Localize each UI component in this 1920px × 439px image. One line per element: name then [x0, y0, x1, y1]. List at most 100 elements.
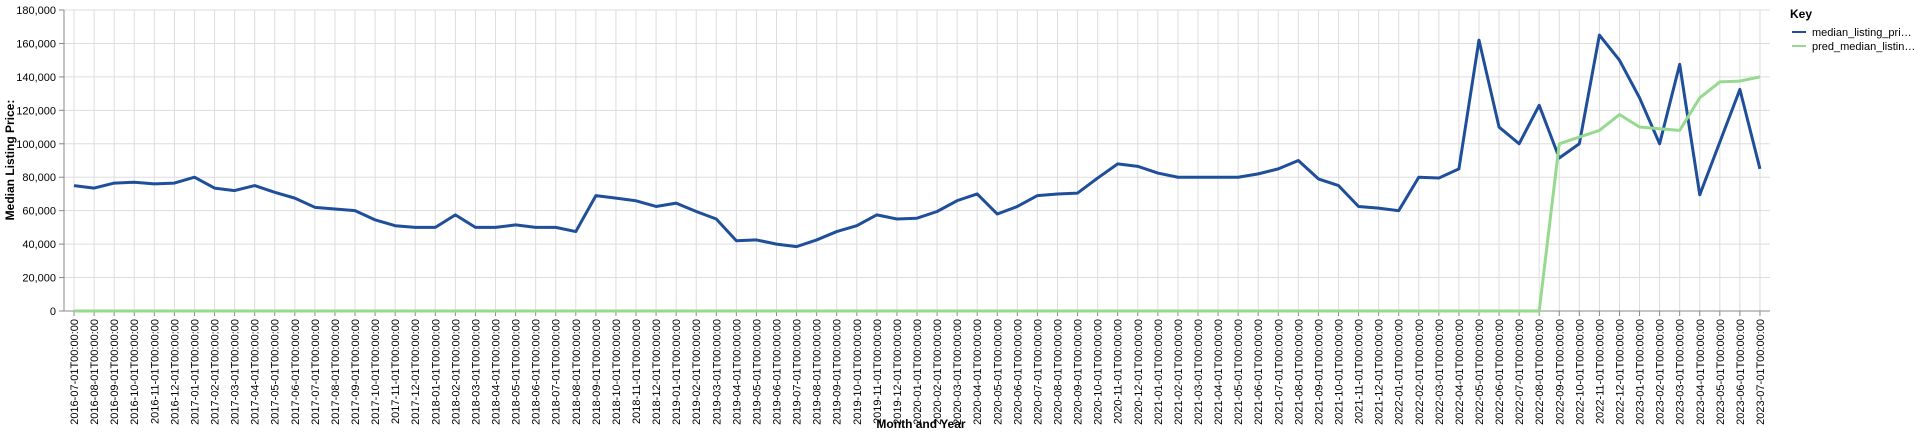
x-tick-label: 2020-06-01T00:00:00: [1012, 319, 1024, 425]
x-tick-label: 2019-07-01T00:00:00: [792, 319, 804, 425]
x-tick-label: 2021-05-01T00:00:00: [1233, 319, 1245, 425]
x-tick-label: 2019-05-01T00:00:00: [751, 319, 763, 425]
x-tick-label: 2019-01-01T00:00:00: [671, 319, 683, 425]
x-tick-label: 2021-04-01T00:00:00: [1213, 319, 1225, 425]
x-tick-label: 2020-04-01T00:00:00: [972, 319, 984, 425]
y-tick-label: 100,000: [16, 139, 56, 151]
x-tick-label: 2018-01-01T00:00:00: [430, 319, 442, 425]
y-axis-title: Median Listing Price:: [3, 100, 17, 221]
x-tick-label: 2018-06-01T00:00:00: [531, 319, 543, 425]
x-tick-label: 2018-03-01T00:00:00: [470, 319, 482, 425]
x-tick-label: 2021-07-01T00:00:00: [1273, 319, 1285, 425]
x-tick-label: 2019-09-01T00:00:00: [832, 319, 844, 425]
x-tick-label: 2016-11-01T00:00:00: [149, 319, 161, 424]
x-tick-label: 2018-08-01T00:00:00: [571, 319, 583, 425]
legend-title: Key: [1790, 7, 1812, 21]
x-tick-label: 2020-01-01T00:00:00: [912, 319, 924, 425]
x-tick-label: 2016-10-01T00:00:00: [129, 319, 141, 425]
x-tick-label: 2017-04-01T00:00:00: [250, 319, 262, 425]
series-line: [74, 75, 1761, 313]
x-tick-label: 2022-02-01T00:00:00: [1414, 319, 1426, 425]
x-tick-label: 2018-07-01T00:00:00: [551, 319, 563, 425]
x-tick-label: 2021-06-01T00:00:00: [1253, 319, 1265, 425]
y-tick-label: 60,000: [22, 206, 56, 218]
x-tick-label: 2017-03-01T00:00:00: [230, 319, 242, 425]
x-tick-label: 2017-05-01T00:00:00: [270, 319, 282, 425]
x-tick-label: 2016-07-01T00:00:00: [69, 319, 81, 425]
y-tick-label: 180,000: [16, 5, 56, 17]
legend-label: pred_median_listin…: [1812, 41, 1915, 53]
x-tick-label: 2022-08-01T00:00:00: [1534, 319, 1546, 425]
x-tick-label: 2019-03-01T00:00:00: [711, 319, 723, 425]
x-tick-label: 2020-09-01T00:00:00: [1073, 319, 1085, 425]
y-tick-label: 140,000: [16, 72, 56, 84]
x-tick-label: 2022-07-01T00:00:00: [1514, 319, 1526, 425]
x-tick-label: 2017-10-01T00:00:00: [370, 319, 382, 425]
x-tick-label: 2020-10-01T00:00:00: [1093, 319, 1105, 425]
x-tick-label: 2021-02-01T00:00:00: [1173, 319, 1185, 425]
legend-label: median_listing_pri…: [1812, 27, 1912, 39]
x-tick-label: 2018-05-01T00:00:00: [511, 319, 523, 425]
x-tick-label: 2022-05-01T00:00:00: [1474, 319, 1486, 425]
x-tick-label: 2019-10-01T00:00:00: [852, 319, 864, 425]
x-tick-label: 2017-02-01T00:00:00: [210, 319, 222, 425]
x-tick-label: 2019-02-01T00:00:00: [691, 319, 703, 425]
x-tick-label: 2022-11-01T00:00:00: [1594, 319, 1606, 424]
x-tick-label: 2016-08-01T00:00:00: [89, 319, 101, 425]
x-tick-label: 2020-02-01T00:00:00: [932, 319, 944, 425]
x-tick-label: 2020-12-01T00:00:00: [1133, 319, 1145, 425]
x-tick-label: 2018-02-01T00:00:00: [450, 319, 462, 425]
x-tick-label: 2022-01-01T00:00:00: [1394, 319, 1406, 425]
x-tick-label: 2018-12-01T00:00:00: [651, 319, 663, 425]
y-tick-label: 0: [50, 306, 56, 318]
x-tick-label: 2017-01-01T00:00:00: [189, 319, 201, 425]
x-tick-label: 2022-04-01T00:00:00: [1454, 319, 1466, 425]
x-tick-label: 2017-12-01T00:00:00: [410, 319, 422, 425]
x-tick-label: 2016-12-01T00:00:00: [169, 319, 181, 425]
x-tick-label: 2017-06-01T00:00:00: [290, 319, 302, 425]
x-tick-label: 2021-11-01T00:00:00: [1354, 319, 1366, 424]
x-tick-label: 2019-11-01T00:00:00: [872, 319, 884, 424]
x-tick-label: 2019-04-01T00:00:00: [731, 319, 743, 425]
x-tick-label: 2018-11-01T00:00:00: [631, 319, 643, 424]
x-tick-label: 2018-04-01T00:00:00: [491, 319, 503, 425]
x-tick-label: 2022-03-01T00:00:00: [1434, 319, 1446, 425]
x-axis-title: Month and Year: [876, 417, 965, 431]
x-tick-label: 2022-06-01T00:00:00: [1494, 319, 1506, 425]
y-tick-label: 120,000: [16, 105, 56, 117]
x-tick-label: 2022-09-01T00:00:00: [1554, 319, 1566, 425]
x-tick-label: 2017-07-01T00:00:00: [310, 319, 322, 425]
x-tick-label: 2016-09-01T00:00:00: [109, 319, 121, 425]
x-tick-label: 2017-09-01T00:00:00: [350, 319, 362, 425]
x-tick-label: 2020-11-01T00:00:00: [1113, 319, 1125, 424]
x-tick-label: 2023-01-01T00:00:00: [1635, 319, 1647, 425]
x-tick-label: 2021-12-01T00:00:00: [1374, 319, 1386, 425]
x-tick-label: 2021-08-01T00:00:00: [1293, 319, 1305, 425]
x-tick-label: 2022-12-01T00:00:00: [1614, 319, 1626, 425]
x-tick-label: 2022-10-01T00:00:00: [1574, 319, 1586, 425]
x-tick-label: 2020-07-01T00:00:00: [1032, 319, 1044, 425]
x-tick-label: 2021-01-01T00:00:00: [1153, 319, 1165, 425]
series-line: [73, 33, 1762, 249]
x-tick-label: 2017-11-01T00:00:00: [390, 319, 402, 424]
x-tick-label: 2021-10-01T00:00:00: [1333, 319, 1345, 425]
x-tick-label: 2021-03-01T00:00:00: [1193, 319, 1205, 425]
x-tick-label: 2019-12-01T00:00:00: [892, 319, 904, 425]
x-tick-label: 2017-08-01T00:00:00: [330, 319, 342, 425]
x-tick-label: 2020-05-01T00:00:00: [992, 319, 1004, 425]
x-tick-label: 2019-06-01T00:00:00: [772, 319, 784, 425]
x-tick-label: 2023-04-01T00:00:00: [1695, 319, 1707, 425]
x-tick-label: 2021-09-01T00:00:00: [1313, 319, 1325, 425]
y-tick-label: 40,000: [22, 239, 56, 251]
y-tick-label: 80,000: [22, 172, 56, 184]
y-tick-label: 20,000: [22, 273, 56, 285]
x-tick-label: 2018-09-01T00:00:00: [591, 319, 603, 425]
x-tick-label: 2023-07-01T00:00:00: [1755, 319, 1767, 425]
x-tick-label: 2023-05-01T00:00:00: [1715, 319, 1727, 425]
x-tick-label: 2023-02-01T00:00:00: [1655, 319, 1667, 425]
x-tick-label: 2019-08-01T00:00:00: [812, 319, 824, 425]
y-tick-label: 160,000: [16, 38, 56, 50]
x-tick-label: 2020-03-01T00:00:00: [952, 319, 964, 425]
x-tick-label: 2023-03-01T00:00:00: [1675, 319, 1687, 425]
